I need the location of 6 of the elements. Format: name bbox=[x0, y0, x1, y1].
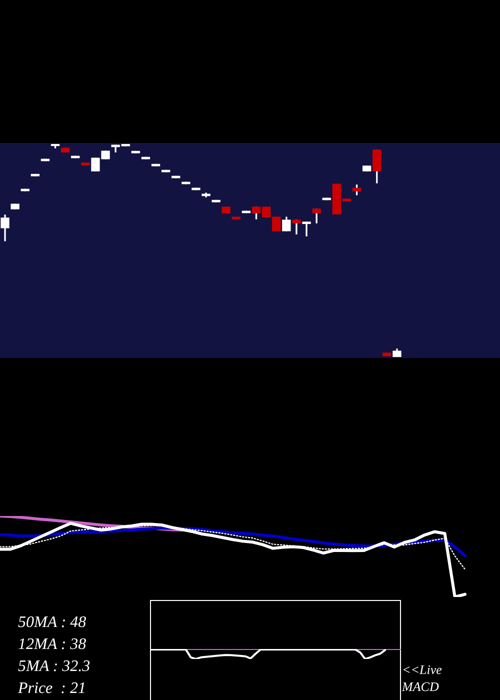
candlestick bbox=[302, 222, 311, 236]
text: 12MA : 38 bbox=[18, 635, 88, 655]
text: <<Live MACD bbox=[402, 661, 443, 695]
text: Price : 21 bbox=[18, 679, 87, 699]
text: 50MA : 48 bbox=[18, 613, 88, 633]
text: 5MA : 32.3 bbox=[18, 657, 90, 677]
